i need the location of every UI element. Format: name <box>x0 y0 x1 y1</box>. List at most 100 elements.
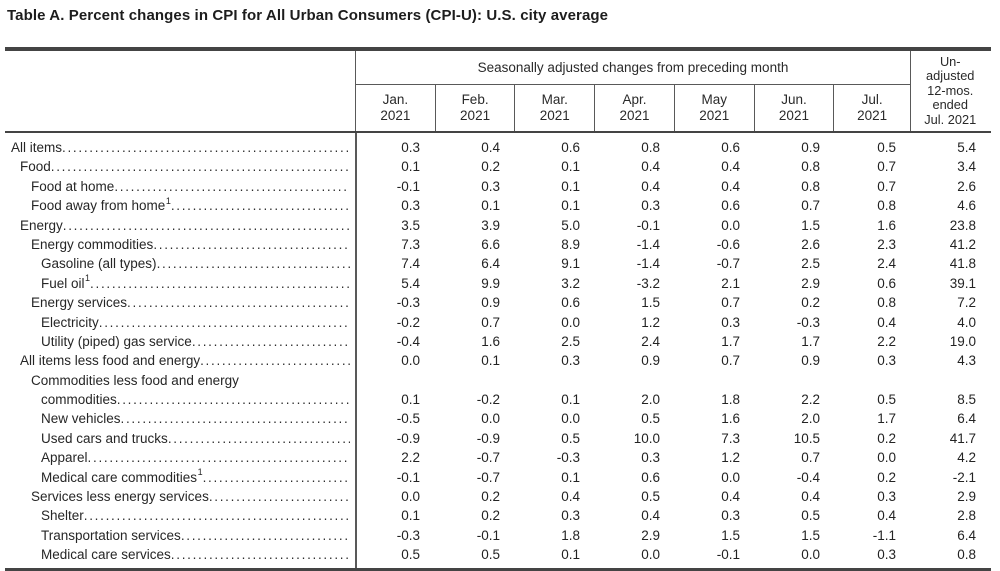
seasonally-adjusted-group: Seasonally adjusted changes from precedi… <box>355 51 911 131</box>
dot-leader <box>62 138 350 157</box>
value-cell-month: 0.3 <box>561 353 580 369</box>
value-cell-month: 0.5 <box>801 508 820 524</box>
value-cell-month: 0.4 <box>877 508 896 524</box>
row-label-text: Food <box>20 159 51 175</box>
row-label: Shelter <box>5 506 355 525</box>
value-cell-month: 0.2 <box>481 489 500 505</box>
value-cell-month: 1.5 <box>641 295 660 311</box>
month-header-row: Jan. 2021 Feb. 2021 Mar. 2021 Apr. 2021 May 2021 J… <box>356 85 910 131</box>
value-cell-month: 0.0 <box>401 353 420 369</box>
value-cell-month: 0.1 <box>561 547 580 563</box>
value-cell-month: 0.0 <box>801 547 820 563</box>
value-cell-month: 1.7 <box>877 411 896 427</box>
value-cell-month: -0.2 <box>396 314 420 330</box>
value-cell-month: 1.6 <box>721 411 740 427</box>
row-label: All items <box>5 138 355 157</box>
value-cell-month: 3.2 <box>561 275 580 291</box>
value-cell-12mo: 39.1 <box>949 275 976 291</box>
value-cell-month: 0.5 <box>641 489 660 505</box>
col-header-may: May 2021 <box>675 85 755 131</box>
table-row: Food at home -0.1 0.3 0.1 0.4 0.4 0.8 0.7 2.6 <box>5 177 991 196</box>
table-row: Gasoline (all types) 7.4 6.4 9.1 -1.4 -0.7 2.5… <box>5 254 991 273</box>
value-cell-month: -0.1 <box>396 469 420 485</box>
unadjusted-header: Un-adjusted 12-mos. ended Jul. 2021 <box>911 51 990 131</box>
value-cell-month: 2.2 <box>801 392 820 408</box>
page-title: Table A. Percent changes in CPI for All … <box>7 7 609 24</box>
value-cell-month: 1.8 <box>721 392 740 408</box>
value-cell-month: 8.9 <box>561 236 580 252</box>
value-cell-month: 0.0 <box>721 217 740 233</box>
value-cell-month: 0.2 <box>481 159 500 175</box>
value-cell-month: 0.0 <box>641 547 660 563</box>
value-cell-month: 0.9 <box>801 353 820 369</box>
value-cell-month: 0.7 <box>801 450 820 466</box>
value-cell-month: 0.1 <box>561 198 580 214</box>
value-cell-12mo: 2.6 <box>957 178 976 194</box>
value-cell-month: 0.5 <box>481 547 500 563</box>
value-cell-month: 0.7 <box>721 353 740 369</box>
value-cell-month: 0.6 <box>721 140 740 155</box>
value-cell-month: 1.5 <box>801 527 820 543</box>
row-label-text: commodities <box>41 392 117 408</box>
value-cell-month: -0.1 <box>476 527 500 543</box>
col-header-mar: Mar. 2021 <box>515 85 596 131</box>
row-label: Food <box>5 157 355 176</box>
dot-leader <box>84 506 350 525</box>
value-cell-month: 9.1 <box>561 256 580 272</box>
table-row: Food 0.1 0.2 0.1 0.4 0.4 0.8 0.7 3.4 <box>5 157 991 176</box>
value-cell-month: 0.4 <box>721 178 740 194</box>
row-label-text: Fuel oil <box>41 275 85 291</box>
dot-leader <box>121 409 350 428</box>
row-label-text: Energy services <box>31 295 128 311</box>
footnote-superscript: 1 <box>197 467 203 478</box>
value-cell-month: 2.4 <box>641 333 660 349</box>
table-row: Energy commodities 7.3 6.6 8.9 -1.4 -0.6 2.6 2.… <box>5 235 991 254</box>
value-cell-month: 0.3 <box>721 314 740 330</box>
value-cell-month: 1.6 <box>481 333 500 349</box>
value-cell-month: -0.2 <box>476 392 500 408</box>
value-cell-month: 10.5 <box>793 430 820 446</box>
value-cell-month: 0.1 <box>561 159 580 175</box>
col-header-jun: Jun. 2021 <box>755 85 835 131</box>
value-cell-month: 0.2 <box>481 508 500 524</box>
value-cell-month: 0.8 <box>877 198 896 214</box>
dot-leader <box>114 177 350 196</box>
value-cell-month: 0.3 <box>481 178 500 194</box>
value-cell-12mo: -2.1 <box>952 469 976 485</box>
value-cell-month: 3.5 <box>401 217 420 233</box>
dot-leader <box>90 274 350 293</box>
table-row: Medical care services 0.5 0.5 0.1 0.0 -0.1 0.0… <box>5 545 991 564</box>
value-cell-month: 0.6 <box>641 469 660 485</box>
value-cell-month: 7.3 <box>401 236 420 252</box>
row-label: Medical care services <box>5 545 355 564</box>
row-label: Used cars and trucks <box>5 429 355 448</box>
value-cell-month: 0.8 <box>641 140 660 155</box>
value-cell-month: -0.1 <box>396 178 420 194</box>
value-cell-month: 0.4 <box>641 159 660 175</box>
row-label-text: Medical care commodities <box>41 469 198 485</box>
col-header-apr: Apr. 2021 <box>595 85 675 131</box>
value-cell-month: -0.7 <box>716 256 740 272</box>
row-label-text: Commodities less food and energy <box>31 372 239 388</box>
table-row: Shelter 0.1 0.2 0.3 0.4 0.3 0.5 0.4 2.8 <box>5 506 991 525</box>
dot-leader <box>127 293 350 312</box>
value-cell-month: -0.5 <box>396 411 420 427</box>
value-cell-month: -1.1 <box>872 527 896 543</box>
table-row: New vehicles -0.5 0.0 0.0 0.5 1.6 2.0 1.7 6.4 <box>5 409 991 428</box>
value-cell-month: 0.4 <box>801 489 820 505</box>
dot-leader <box>51 157 350 176</box>
value-cell-12mo: 41.2 <box>949 236 976 252</box>
dot-leader <box>200 351 350 370</box>
dot-leader <box>168 429 350 448</box>
value-cell-month: 0.9 <box>481 295 500 311</box>
value-cell-month: 0.7 <box>877 159 896 175</box>
value-cell-month: 1.7 <box>721 333 740 349</box>
value-cell-month: 0.0 <box>561 314 580 330</box>
table-row: Transportation services -0.3 -0.1 1.8 2.9 1.5… <box>5 526 991 545</box>
row-label-text: New vehicles <box>41 411 121 427</box>
value-cell-month: 6.6 <box>481 236 500 252</box>
value-cell-month: -0.3 <box>396 527 420 543</box>
row-label: Gasoline (all types) <box>5 254 355 273</box>
